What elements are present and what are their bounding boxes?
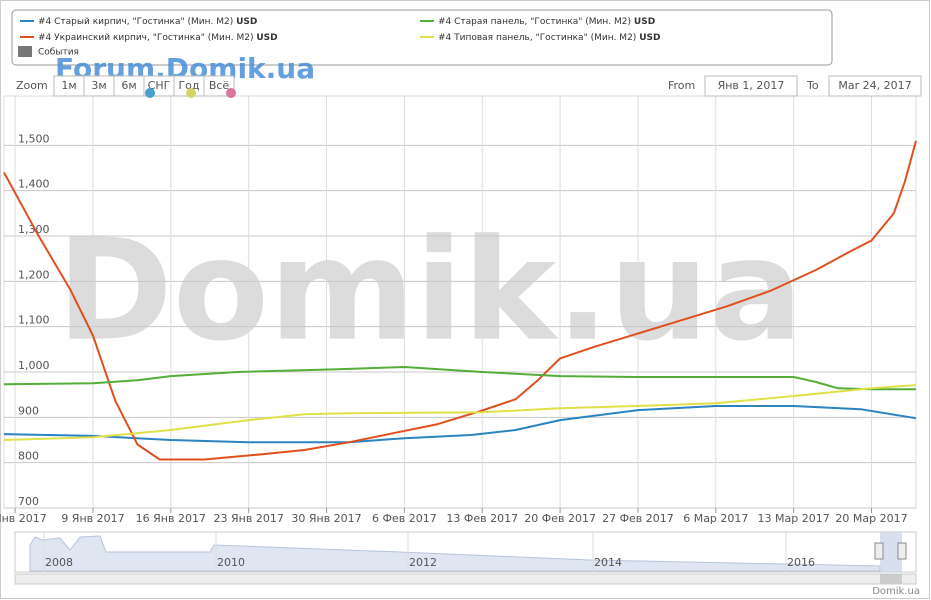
- from-input[interactable]: [704, 75, 798, 97]
- x-tick-label: 6 Фев 2017: [372, 512, 437, 525]
- x-tick-label: 20 Фев 2017: [524, 512, 596, 525]
- watermark-big: Domik.ua: [57, 210, 804, 373]
- x-tick-label: 23 Янв 2017: [214, 512, 284, 525]
- zoom-button-label: Год: [178, 79, 199, 92]
- x-tick-label: 6 Мар 2017: [683, 512, 748, 525]
- y-tick-label: 1,400: [18, 178, 50, 191]
- plot: 700 800 900 1,000 1,100 1,200 1,300 1,400 1,500 2…: [0, 95, 917, 525]
- to-value: Mar 24, 2017: [838, 79, 911, 92]
- y-tick-label: 1,000: [18, 359, 50, 372]
- navigator: 2008 2010 2012 2014 2016: [14, 531, 917, 585]
- legend-entry[interactable]: #4 Типовая панель, "Гостинка" (Мин. М2) …: [438, 33, 660, 43]
- legend-entry[interactable]: #4 Старый кирпич, "Гостинка" (Мин. М2) U…: [38, 17, 257, 27]
- navigator-label: 2014: [594, 556, 622, 569]
- navigator-handle[interactable]: [897, 542, 907, 560]
- legend-name: #4 Старый кирпич, "Гостинка" (Мин. М2): [38, 17, 233, 27]
- series-line: [3, 405, 917, 444]
- series-line: [3, 140, 917, 461]
- event-flag[interactable]: [226, 88, 236, 98]
- events-label: События: [38, 48, 79, 58]
- zoom-label: Zoom: [16, 79, 48, 92]
- y-tick-label: 1,300: [18, 223, 50, 236]
- zoom-button-label: СНГ: [148, 79, 171, 92]
- credit: Domik.ua: [872, 586, 920, 597]
- from-label: From: [668, 79, 695, 92]
- navigator-handle[interactable]: [874, 542, 884, 560]
- navigator-label: 2016: [787, 556, 815, 569]
- zoom-button-label: 6м: [121, 79, 136, 92]
- event-flag[interactable]: [145, 88, 155, 98]
- event-flag[interactable]: [186, 88, 196, 98]
- watermarks: Domik.ua: [57, 210, 804, 373]
- x-tick-label: 27 Фев 2017: [602, 512, 674, 525]
- to-label: To: [806, 79, 819, 92]
- x-tick-label: 30 Янв 2017: [291, 512, 361, 525]
- legend-name: #4 Старая панель, "Гостинка" (Мин. М2): [438, 17, 631, 27]
- x-tick-label: 20 Мар 2017: [835, 512, 907, 525]
- legend-unit: USD: [634, 17, 655, 27]
- from-value: Янв 1, 2017: [718, 79, 785, 92]
- legend-name: #4 Украинский кирпич, "Гостинка" (Мин. М…: [38, 33, 253, 43]
- y-tick-label: 700: [18, 495, 39, 508]
- legend-unit: USD: [639, 33, 660, 43]
- series-line: [3, 384, 917, 441]
- y-tick-label: 900: [18, 404, 39, 417]
- x-tick-label: 2 Янв 2017: [0, 512, 47, 525]
- zoom-button-label: 3м: [91, 79, 106, 92]
- scrollbar-thumb[interactable]: [880, 574, 902, 584]
- zoom-button-label: 1м: [61, 79, 76, 92]
- y-tick-label: 800: [18, 450, 39, 463]
- navigator-label: 2010: [217, 556, 245, 569]
- to-input[interactable]: [828, 75, 922, 97]
- zoom: Zoom 1м 3м 6м СНГ Год Всё: [16, 75, 235, 97]
- legend-name: #4 Типовая панель, "Гостинка" (Мин. М2): [438, 33, 636, 43]
- legend-entry[interactable]: #4 Старая панель, "Гостинка" (Мин. М2) U…: [438, 17, 655, 27]
- zoom-button-label: Всё: [209, 79, 230, 92]
- navigator-window[interactable]: [880, 532, 902, 572]
- legend-entry[interactable]: #4 Украинский кирпич, "Гостинка" (Мин. М…: [38, 33, 278, 43]
- y-tick-label: 1,500: [18, 132, 50, 145]
- legend-unit: USD: [256, 33, 277, 43]
- events-swatch: [18, 46, 32, 57]
- y-tick-label: 1,100: [18, 314, 50, 327]
- legend-unit: USD: [236, 17, 257, 27]
- navigator-area: [29, 535, 881, 572]
- scrollbar[interactable]: [14, 573, 917, 585]
- y-tick-label: 1,200: [18, 268, 50, 281]
- x-tick-label: 13 Фев 2017: [446, 512, 518, 525]
- event-flags: [145, 88, 236, 98]
- navigator-label: 2012: [409, 556, 437, 569]
- x-tick-label: 13 Мар 2017: [758, 512, 830, 525]
- range: From Янв 1, 2017 To Mar 24, 2017: [668, 75, 922, 97]
- series-line: [3, 366, 916, 391]
- legend: События #4 Старый кирпич, "Гостинка" (Ми…: [18, 17, 660, 58]
- x-tick-label: 9 Янв 2017: [61, 512, 124, 525]
- navigator-label: 2008: [45, 556, 73, 569]
- x-tick-label: 16 Янв 2017: [136, 512, 206, 525]
